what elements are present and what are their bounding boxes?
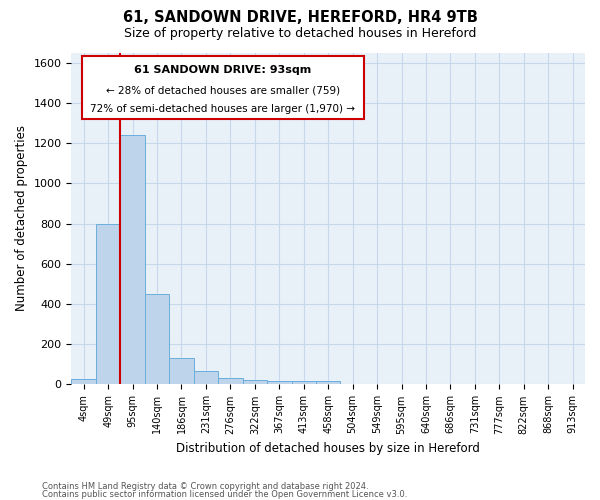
Bar bbox=[316, 382, 340, 384]
Bar bbox=[71, 380, 96, 384]
Bar bbox=[145, 294, 169, 384]
Text: 72% of semi-detached houses are larger (1,970) →: 72% of semi-detached houses are larger (… bbox=[91, 104, 355, 115]
Bar bbox=[121, 135, 145, 384]
Text: Contains HM Land Registry data © Crown copyright and database right 2024.: Contains HM Land Registry data © Crown c… bbox=[42, 482, 368, 491]
Bar bbox=[169, 358, 194, 384]
Bar bbox=[267, 382, 292, 384]
X-axis label: Distribution of detached houses by size in Hereford: Distribution of detached houses by size … bbox=[176, 442, 480, 455]
Text: Size of property relative to detached houses in Hereford: Size of property relative to detached ho… bbox=[124, 28, 476, 40]
Text: Contains public sector information licensed under the Open Government Licence v3: Contains public sector information licen… bbox=[42, 490, 407, 499]
Bar bbox=[292, 382, 316, 384]
Bar bbox=[242, 380, 267, 384]
Text: 61 SANDOWN DRIVE: 93sqm: 61 SANDOWN DRIVE: 93sqm bbox=[134, 64, 311, 74]
Bar bbox=[96, 224, 121, 384]
Y-axis label: Number of detached properties: Number of detached properties bbox=[15, 126, 28, 312]
Bar bbox=[194, 372, 218, 384]
Text: ← 28% of detached houses are smaller (759): ← 28% of detached houses are smaller (75… bbox=[106, 86, 340, 96]
FancyBboxPatch shape bbox=[82, 56, 364, 119]
Text: 61, SANDOWN DRIVE, HEREFORD, HR4 9TB: 61, SANDOWN DRIVE, HEREFORD, HR4 9TB bbox=[122, 10, 478, 25]
Bar bbox=[218, 378, 242, 384]
